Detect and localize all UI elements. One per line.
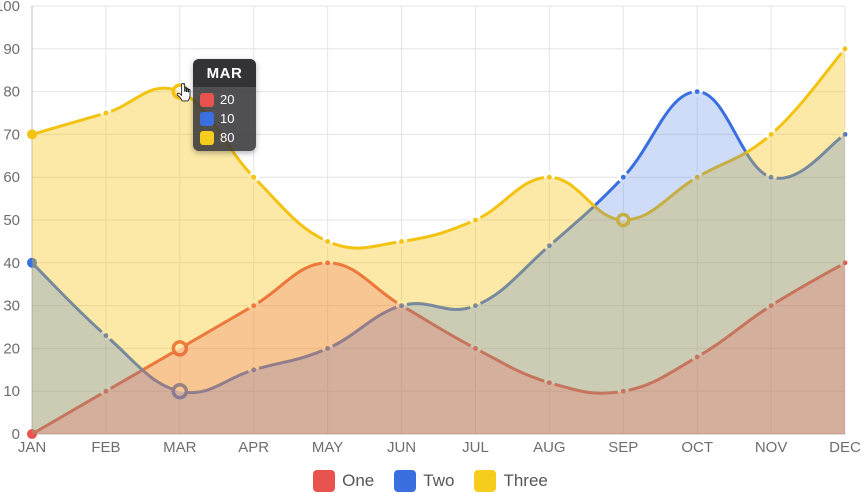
svg-text:APR: APR [238,439,269,456]
svg-text:DEC: DEC [829,439,861,456]
svg-text:70: 70 [3,126,20,143]
svg-text:MAY: MAY [312,439,343,456]
svg-text:JUN: JUN [387,439,416,456]
svg-text:OCT: OCT [681,439,713,456]
svg-text:JAN: JAN [18,439,46,456]
svg-text:SEP: SEP [608,439,638,456]
svg-text:AUG: AUG [533,439,566,456]
svg-text:40: 40 [3,255,20,272]
svg-text:20: 20 [3,340,20,357]
svg-text:NOV: NOV [755,439,788,456]
svg-text:MAR: MAR [163,439,197,456]
svg-text:100: 100 [0,0,20,15]
svg-text:60: 60 [3,169,20,186]
svg-text:30: 30 [3,298,20,315]
svg-text:90: 90 [3,41,20,58]
svg-text:10: 10 [3,383,20,400]
svg-text:80: 80 [3,84,20,101]
svg-text:FEB: FEB [91,439,120,456]
svg-text:50: 50 [3,212,20,229]
svg-text:JUL: JUL [462,439,489,456]
